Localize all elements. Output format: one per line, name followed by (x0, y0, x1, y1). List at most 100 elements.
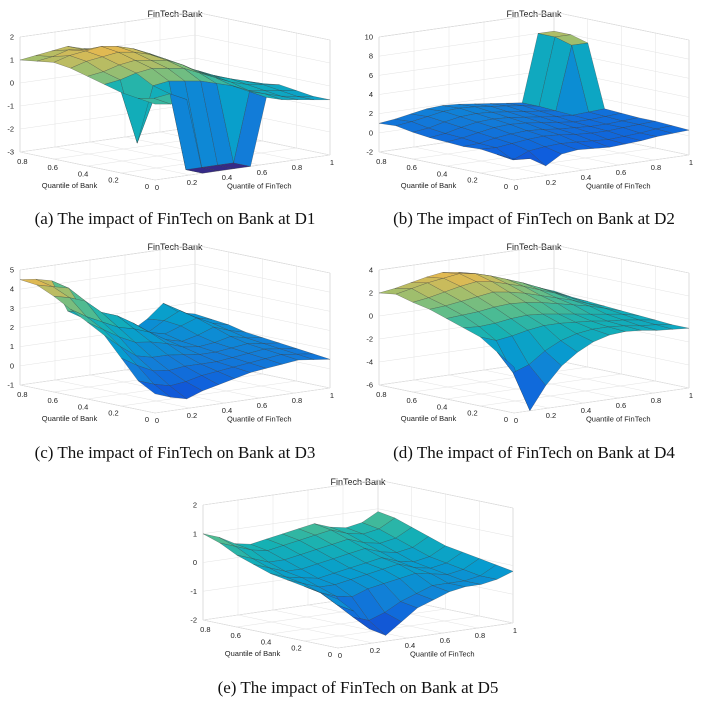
z-tick-label: 4 (369, 90, 373, 99)
x-ticks: 0 0.2 0.4 0.6 0.8 1 (155, 391, 334, 425)
z-tick-label: -1 (7, 102, 14, 111)
y-tick-label: 0.8 (376, 157, 386, 166)
surface (19, 46, 331, 174)
x-tick-label: 0.6 (616, 401, 626, 410)
plot-c: FinTech-Bank -1 0 1 2 3 4 5 0 0.2 0.4 0.6 0.8 1 0 0.2 0.… (7, 242, 334, 425)
z-tick-label: 2 (10, 323, 14, 332)
z-ticks: -6 -4 -2 0 2 4 (366, 266, 373, 390)
z-tick-label: -2 (366, 335, 373, 344)
surface-plot-e: FinTech-Bank -2 -1 0 1 2 0 0.2 0.4 0.6 0.8 1 0 0.2 0.4… (190, 477, 517, 660)
y-tick-label: 0.6 (47, 163, 57, 172)
y-tick-label: 0 (504, 415, 508, 424)
surface-cell-7-10 (297, 353, 331, 360)
x-axis-label: Quantile of FinTech (227, 181, 292, 190)
x-ticks: 0 0.2 0.4 0.6 0.8 1 (155, 158, 334, 192)
caption-d: (d) The impact of FinTech on Bank at D4 (393, 443, 675, 462)
panel-c: FinTech-Bank -1 0 1 2 3 4 5 0 0.2 0.4 0.6 0.8 1 0 0.2 0.… (5, 238, 345, 438)
y-tick-label: 0.2 (108, 176, 118, 185)
plot-title: FinTech-Bank (506, 242, 562, 252)
x-tick-label: 0 (338, 651, 342, 660)
y-ticks: 0 0.2 0.4 0.6 0.8 (17, 390, 149, 424)
z-tick-label: 4 (369, 266, 373, 275)
z-tick-label: 0 (10, 79, 14, 88)
z-tick-label: 6 (369, 71, 373, 80)
y-axis-label: Quantile of Bank (401, 181, 457, 190)
y-tick-label: 0.8 (376, 390, 386, 399)
y-axis-label: Quantile of Bank (42, 414, 98, 423)
z-tick-label: 1 (193, 529, 197, 538)
surface (378, 31, 690, 167)
x-axis-label: Quantile of FinTech (586, 181, 651, 190)
plot-e: FinTech-Bank -2 -1 0 1 2 0 0.2 0.4 0.6 0.8 1 0 0.2 0.4… (190, 477, 517, 660)
plot-d: FinTech-Bank-6-4-202400.20.40.60.8100.20… (366, 242, 693, 425)
surface (378, 272, 690, 412)
x-tick-label: 1 (689, 158, 693, 167)
x-tick-label: 0.2 (187, 178, 197, 187)
z-tick-label: 4 (10, 285, 14, 294)
x-tick-label: 0.2 (370, 646, 380, 655)
surface (19, 279, 331, 400)
z-tick-label: 0 (369, 128, 373, 137)
surface-cell-7-10 (656, 125, 690, 134)
z-ticks: -2 0 2 4 6 8 10 (365, 33, 373, 157)
x-tick-label: 0.6 (257, 401, 267, 410)
x-tick-label: 0.4 (405, 641, 415, 650)
y-tick-label: 0.4 (437, 169, 447, 178)
z-tick-label: 1 (10, 342, 14, 351)
surface-cell-7-10 (656, 324, 690, 330)
x-tick-label: 0.6 (616, 168, 626, 177)
z-tick-label: 0 (369, 312, 373, 321)
y-tick-label: 0 (145, 415, 149, 424)
z-tick-label: 8 (369, 52, 373, 61)
y-tick-label: 0.4 (261, 637, 271, 646)
x-tick-label: 1 (330, 158, 334, 167)
y-ticks: 0 0.2 0.4 0.6 0.8 (376, 390, 508, 424)
z-ticks: -3 -2 -1 0 1 2 (7, 33, 14, 157)
plot-title: FinTech-Bank (147, 242, 203, 252)
y-tick-label: 0.6 (406, 396, 416, 405)
z-tick-label: 2 (10, 33, 14, 42)
y-tick-label: 0.2 (467, 176, 477, 185)
caption-e: (e) The impact of FinTech on Bank at D5 (217, 678, 499, 697)
z-tick-label: -2 (7, 125, 14, 134)
y-tick-label: 0.6 (406, 163, 416, 172)
x-tick-label: 0.8 (651, 396, 661, 405)
y-tick-label: 0.4 (78, 169, 88, 178)
x-tick-label: 0.8 (292, 163, 302, 172)
x-tick-label: 0 (155, 416, 159, 425)
x-tick-label: 1 (689, 391, 693, 400)
z-tick-label: 10 (365, 33, 373, 42)
z-ticks: -2 -1 0 1 2 (190, 501, 197, 625)
plot-title: FinTech-Bank (147, 9, 203, 19)
z-tick-label: 0 (10, 361, 14, 370)
x-tick-label: 0.2 (546, 178, 556, 187)
y-ticks: 0 0.2 0.4 0.6 0.8 (376, 157, 508, 191)
x-ticks: 0 0.2 0.4 0.6 0.8 1 (514, 391, 693, 425)
x-ticks: 0 0.2 0.4 0.6 0.8 1 (338, 626, 517, 660)
grid (378, 244, 690, 414)
y-tick-label: 0.2 (467, 409, 477, 418)
surface-cell-7-10 (297, 96, 331, 100)
x-tick-label: 0.6 (257, 168, 267, 177)
x-tick-label: 1 (330, 391, 334, 400)
x-tick-label: 0.6 (440, 636, 450, 645)
x-tick-label: 0.8 (651, 163, 661, 172)
y-tick-label: 0.8 (200, 625, 210, 634)
panel-b: FinTech-Bank -2 0 2 4 6 8 10 0 0.2 0.4 0.6 0.8 1 0 0.2 0… (364, 5, 704, 205)
z-tick-label: -3 (7, 148, 14, 157)
x-tick-label: 0.2 (546, 411, 556, 420)
y-tick-label: 0 (328, 650, 332, 659)
y-axis-label: Quantile of Bank (225, 649, 281, 658)
z-tick-label: 3 (10, 304, 14, 313)
plot-title: FinTech-Bank (330, 477, 386, 487)
plot-title: FinTech-Bank (506, 9, 562, 19)
x-axis-label: Quantile of FinTech (586, 414, 651, 423)
x-ticks: 0 0.2 0.4 0.6 0.8 1 (514, 158, 693, 192)
panel-d: FinTech-Bank -6 -4 -2 0 2 4 0 0.2 0.4 0.6 0.8 1 0 0.2 0… (364, 238, 704, 438)
z-tick-label: -2 (190, 616, 197, 625)
surface-cell-7-10 (479, 564, 514, 580)
y-tick-label: 0 (145, 182, 149, 191)
surface-cell-0-0 (202, 533, 236, 547)
x-tick-label: 1 (513, 626, 517, 635)
z-tick-label: 0 (193, 558, 197, 567)
